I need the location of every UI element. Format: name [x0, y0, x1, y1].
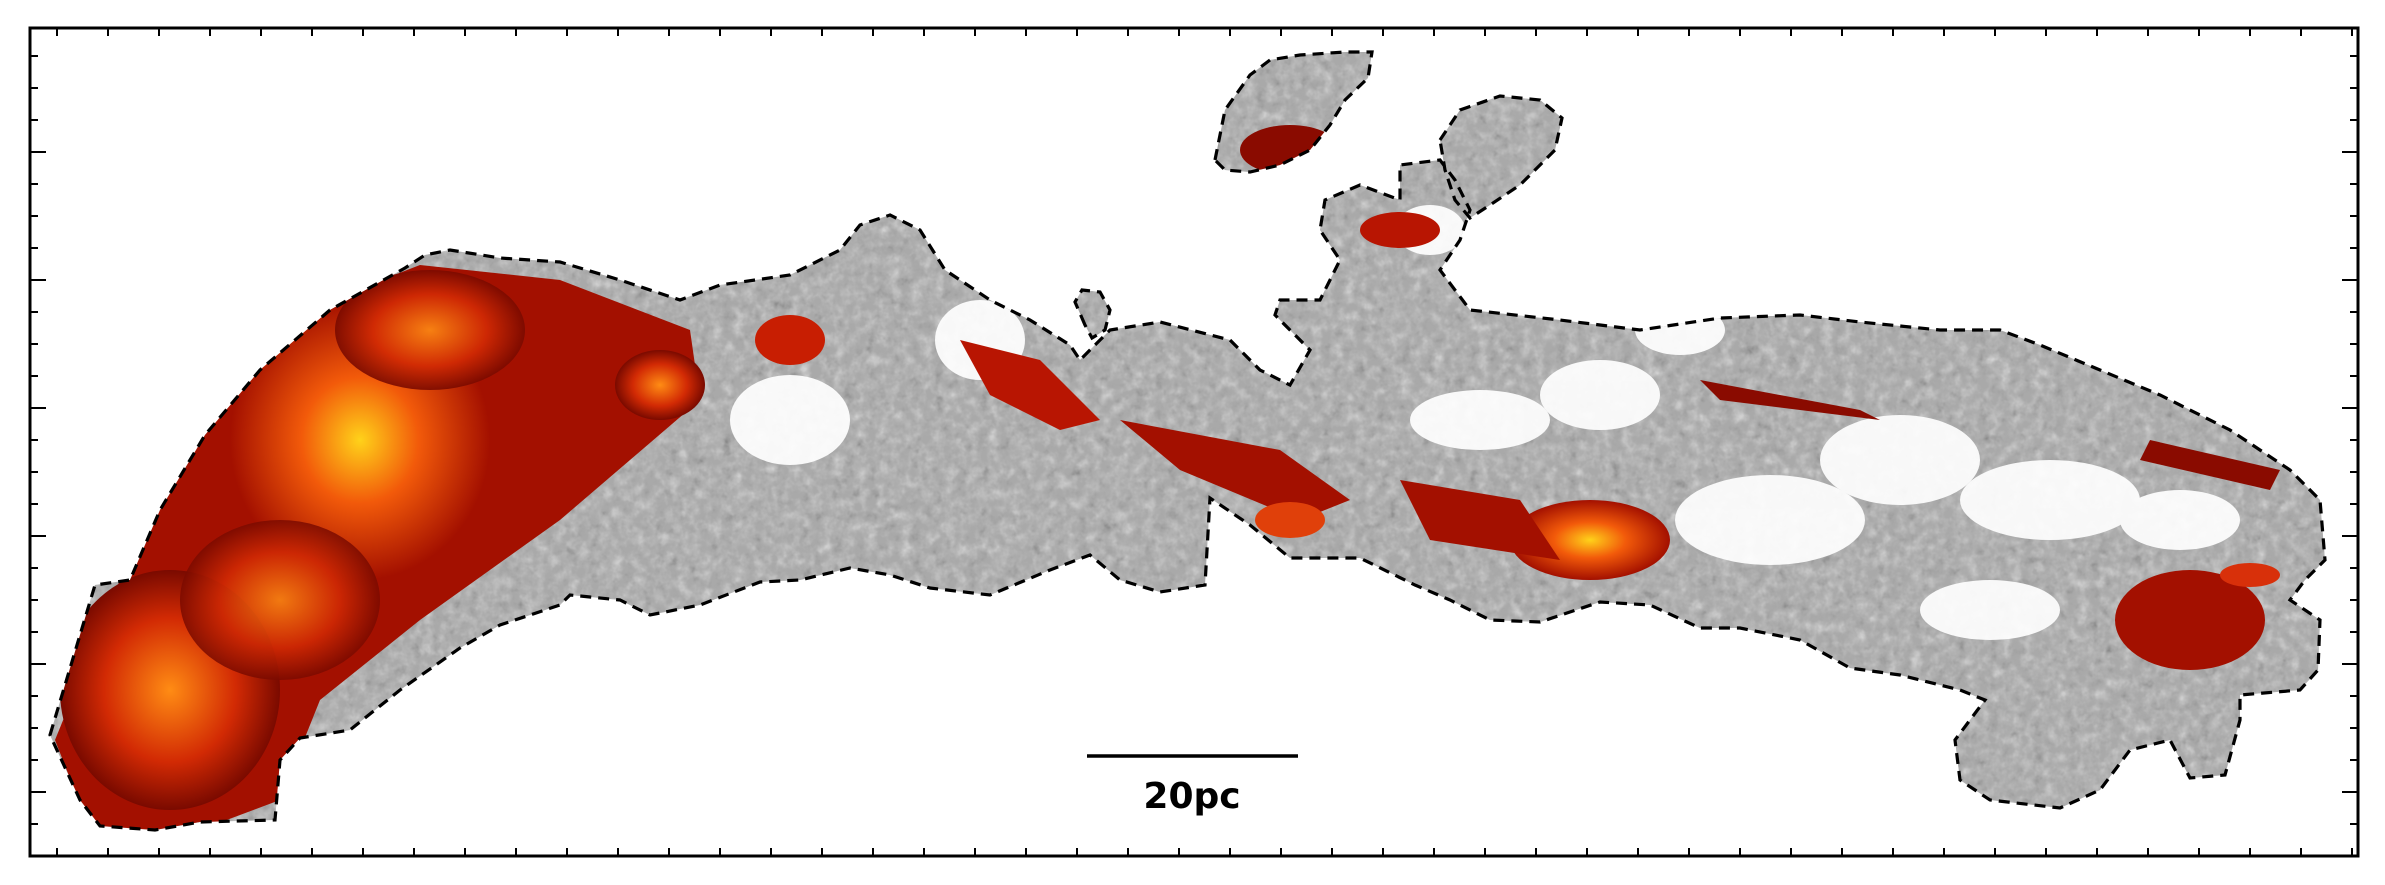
axis-ticks [30, 28, 2358, 856]
emission-voids [730, 205, 2240, 640]
plot-frame [28, 26, 2360, 858]
scalebar-label: 20pc [1143, 776, 1240, 817]
